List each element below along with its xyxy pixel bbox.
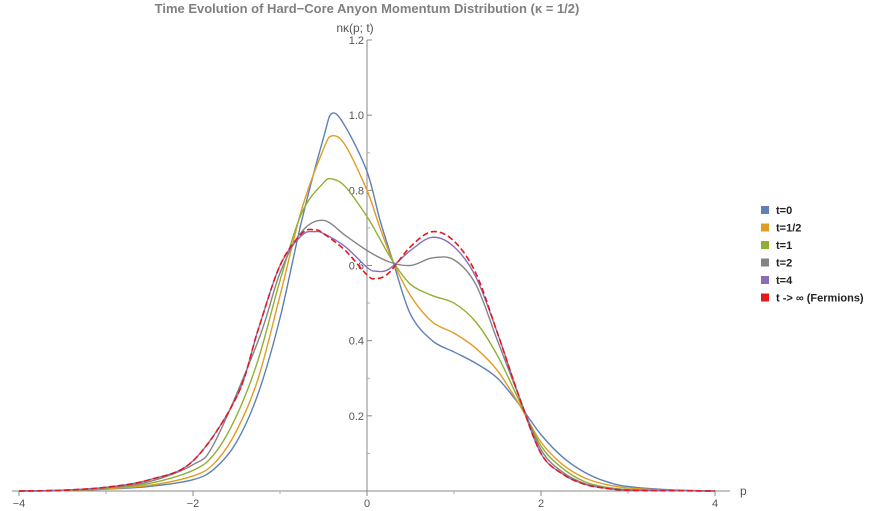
legend: t=0 t=1/2 t=1 t=2 t=4 t -> ∞ (Fermions) [761,205,864,305]
legend-swatch [761,276,769,284]
y-tick-label: 0.6 [349,261,364,273]
legend-swatch [761,293,769,302]
x-tick-label: −2 [187,498,200,510]
legend-swatch [761,241,769,249]
y-tick-label: 1.2 [349,35,364,47]
x-tick-label: 0 [364,498,370,510]
series-line-2 [18,177,716,492]
y-tick-label: 0.8 [349,185,364,197]
legend-label: t=4 [776,275,793,287]
chart-title: Time Evolution of Hard−Core Anyon Moment… [155,1,580,16]
legend-label: t=1 [776,240,792,252]
legend-label: t=0 [776,205,792,217]
y-tick-label: 0.4 [349,336,364,348]
series-line-3 [18,219,716,492]
legend-label: t=1/2 [776,223,801,235]
series-line-5 [18,228,716,492]
axis-ticks: −4 −2 0 2 4 0.2 0.4 0.6 0.8 1.0 1.2 [13,35,718,510]
series-layer [18,112,716,492]
y-tick-label: 0.2 [349,411,364,423]
x-tick-label: −4 [13,498,26,510]
legend-swatch [761,223,769,232]
legend-swatch [761,206,769,214]
y-tick-label: 1.0 [349,110,364,122]
y-axis-title: nκ(p; t) [336,21,373,35]
x-axis-title: p [740,484,747,498]
series-line-1 [18,134,716,492]
series-line-0 [18,112,716,492]
legend-label: t -> ∞ (Fermions) [776,293,864,305]
legend-label: t=2 [776,258,792,270]
x-tick-label: 2 [538,498,544,510]
legend-swatch [761,258,769,267]
x-tick-label: 4 [712,498,718,510]
